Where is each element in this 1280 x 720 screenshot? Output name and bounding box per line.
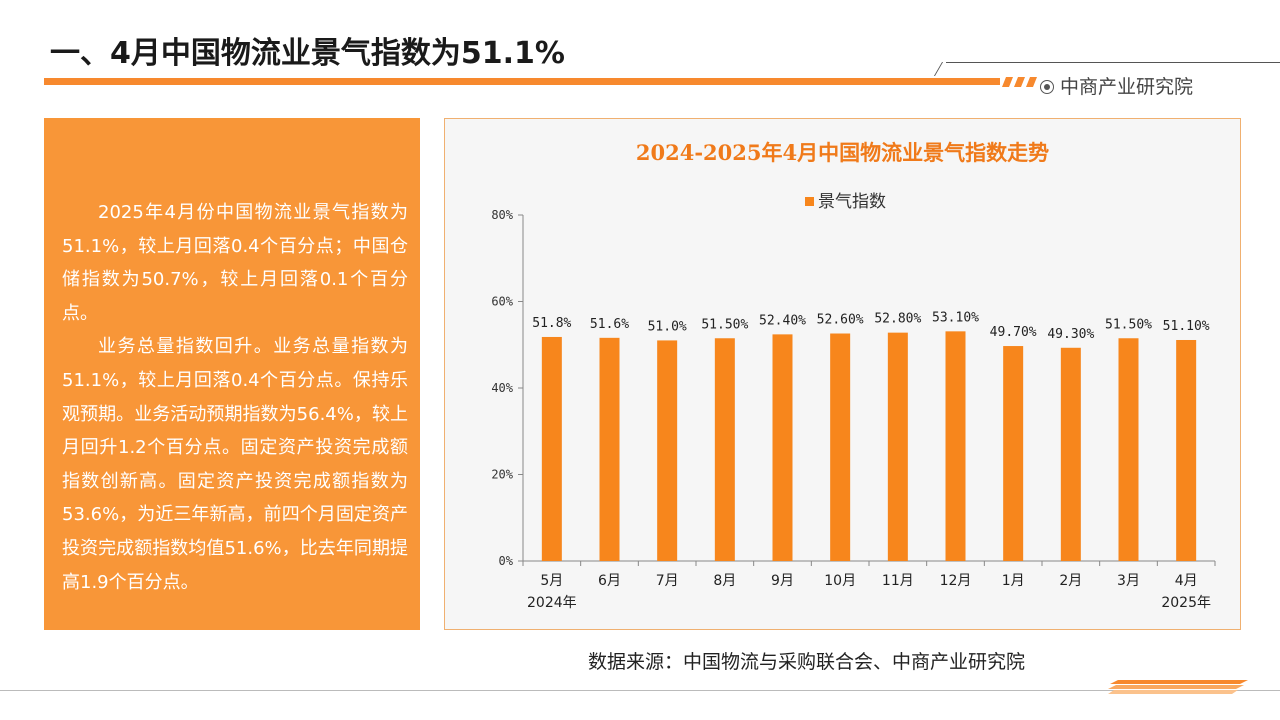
x-tick-label: 3月 xyxy=(1117,573,1140,589)
data-label: 53.10% xyxy=(932,310,979,325)
brand-logo: 中商产业研究院 xyxy=(1040,72,1193,99)
data-label: 51.10% xyxy=(1163,319,1210,334)
legend-swatch xyxy=(805,197,814,206)
x-tick-label: 8月 xyxy=(713,573,736,589)
footer-line xyxy=(0,690,1280,691)
y-tick-label: 80% xyxy=(491,208,513,222)
x-tick-label: 5月 xyxy=(540,573,563,589)
footer-stripes-icon xyxy=(1108,680,1248,694)
data-label: 51.8% xyxy=(532,316,571,331)
y-tick-label: 60% xyxy=(491,295,513,309)
x-tick-label: 9月 xyxy=(771,573,794,589)
x-tick-label: 1月 xyxy=(1002,573,1025,589)
x-year-label: 2025年 xyxy=(1161,595,1211,611)
header-accent-bar xyxy=(44,78,1000,85)
data-label: 51.6% xyxy=(590,317,629,332)
chart-bar xyxy=(772,334,793,561)
x-tick-label: 4月 xyxy=(1175,573,1198,589)
x-tick-label: 2月 xyxy=(1059,573,1082,589)
data-source: 数据来源：中国物流与采购联合会、中商产业研究院 xyxy=(588,651,1026,673)
header-stripes-icon xyxy=(1002,77,1037,87)
data-label: 52.40% xyxy=(759,313,806,328)
chart-bar xyxy=(1060,347,1081,561)
x-tick-label: 7月 xyxy=(656,573,679,589)
data-label: 52.60% xyxy=(817,313,864,328)
chart-legend: 景气指数 xyxy=(805,187,886,212)
data-label: 51.50% xyxy=(701,317,748,332)
data-label: 51.50% xyxy=(1105,317,1152,332)
summary-paragraph-2: 业务总量指数回升。业务总量指数为51.1%，较上月回落0.4个百分点。保持乐观预… xyxy=(62,336,408,593)
summary-paragraph-1: 2025年4月份中国物流业景气指数为51.1%，较上月回落0.4个百分点；中国仓… xyxy=(62,202,408,324)
chart-bar xyxy=(714,338,735,561)
chart-bar xyxy=(541,336,562,561)
brand-target-icon xyxy=(1040,80,1054,94)
data-label: 49.30% xyxy=(1047,327,1094,342)
chart-container: 2024-2025年4月中国物流业景气指数走势 景气指数 0% 20% 40% 60%… xyxy=(444,118,1241,630)
summary-panel: 2025年4月份中国物流业景气指数为51.1%，较上月回落0.4个百分点；中国仓… xyxy=(44,118,420,630)
data-label: 51.0% xyxy=(648,319,687,334)
x-tick-label: 11月 xyxy=(882,573,914,589)
y-tick-label: 40% xyxy=(491,381,513,395)
data-label: 49.70% xyxy=(990,325,1037,340)
brand-name: 中商产业研究院 xyxy=(1060,76,1194,98)
chart-bar xyxy=(657,340,678,561)
summary-text: 2025年4月份中国物流业景气指数为51.1%，较上月回落0.4个百分点；中国仓… xyxy=(62,196,408,599)
x-tick-label: 12月 xyxy=(940,573,972,589)
chart-bar xyxy=(599,337,620,561)
chart-title: 2024-2025年4月中国物流业景气指数走势 xyxy=(635,140,1050,165)
chart-bar xyxy=(1176,339,1197,561)
x-year-label: 2024年 xyxy=(527,595,577,611)
chart-bar xyxy=(945,331,966,561)
chart-bar xyxy=(1118,338,1139,561)
y-tick-label: 20% xyxy=(491,468,513,482)
chart-bar xyxy=(1003,346,1024,561)
bar-chart: 0% 20% 40% 60% 80% 51.8% 5月 2024年 51.6% 6月 51.0% 7月… xyxy=(491,208,1216,611)
data-label: 52.80% xyxy=(874,312,921,327)
chart-bar xyxy=(830,333,851,561)
header-slant-line xyxy=(933,62,944,76)
header-thin-line xyxy=(946,62,1280,63)
chart-bar xyxy=(887,332,908,561)
legend-label: 景气指数 xyxy=(818,192,886,212)
x-tick-label: 10月 xyxy=(824,573,856,589)
x-tick-label: 6月 xyxy=(598,573,621,589)
page-title: 一、4月中国物流业景气指数为51.1% xyxy=(50,36,565,71)
y-tick-label: 0% xyxy=(499,554,514,568)
